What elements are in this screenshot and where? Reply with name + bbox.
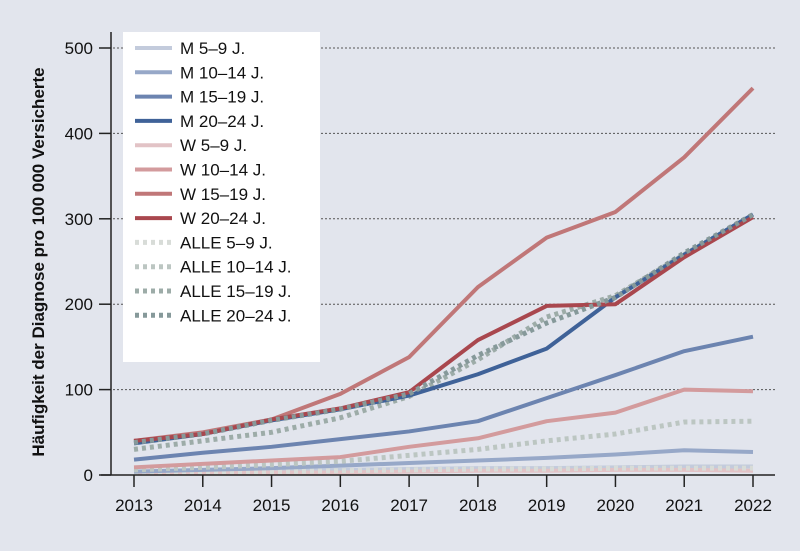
legend-label: M 5–9 J. xyxy=(180,39,245,58)
series-line-2 xyxy=(133,334,754,462)
x-ticks: 2013 2014 2015 2016 2017 2018 2019 2020 2021 2022 xyxy=(115,475,772,515)
x-tick-label: 2015 xyxy=(253,496,291,515)
series-line-5 xyxy=(133,387,754,470)
legend: M 5–9 J. M 10–14 J. M 15–19 J. M 20–24 J. W … xyxy=(123,32,320,362)
x-tick-label: 2019 xyxy=(528,496,566,515)
y-tick-label: 100 xyxy=(65,381,93,400)
x-tick-label: 2018 xyxy=(459,496,497,515)
y-tick-label: 400 xyxy=(65,124,93,143)
series-lines xyxy=(133,86,755,476)
y-tick-label: 500 xyxy=(65,39,93,58)
legend-box xyxy=(123,32,320,362)
legend-label: W 20–24 J. xyxy=(180,209,266,228)
legend-label: M 15–19 J. xyxy=(180,88,264,107)
x-tick-label: 2022 xyxy=(734,496,772,515)
x-tick-label: 2017 xyxy=(390,496,428,515)
series-line-11 xyxy=(133,212,755,446)
x-tick-label: 2020 xyxy=(597,496,635,515)
y-ticks: 0 100 200 300 400 500 xyxy=(65,39,111,485)
x-tick-label: 2016 xyxy=(321,496,359,515)
x-tick-label: 2013 xyxy=(115,496,153,515)
axes xyxy=(101,32,775,476)
legend-label: ALLE 10–14 J. xyxy=(180,258,292,277)
legend-label: ALLE 20–24 J. xyxy=(180,306,292,325)
y-tick-label: 200 xyxy=(65,295,93,314)
legend-label: ALLE 15–19 J. xyxy=(180,282,292,301)
legend-label: W 5–9 J. xyxy=(180,136,247,155)
x-tick-label: 2014 xyxy=(184,496,222,515)
y-tick-label: 300 xyxy=(65,210,93,229)
legend-label: ALLE 5–9 J. xyxy=(180,233,273,252)
x-tick-label: 2021 xyxy=(665,496,703,515)
legend-label: M 10–14 J. xyxy=(180,63,264,82)
y-axis-title: Häufigkeit der Diagnose pro 100 000 Vers… xyxy=(29,67,48,456)
legend-label: W 15–19 J. xyxy=(180,185,266,204)
series-line-1 xyxy=(133,448,754,474)
series-line-8 xyxy=(133,465,753,475)
y-tick-label: 0 xyxy=(84,466,93,485)
legend-label: W 10–14 J. xyxy=(180,161,266,180)
legend-label: M 20–24 J. xyxy=(180,112,264,131)
